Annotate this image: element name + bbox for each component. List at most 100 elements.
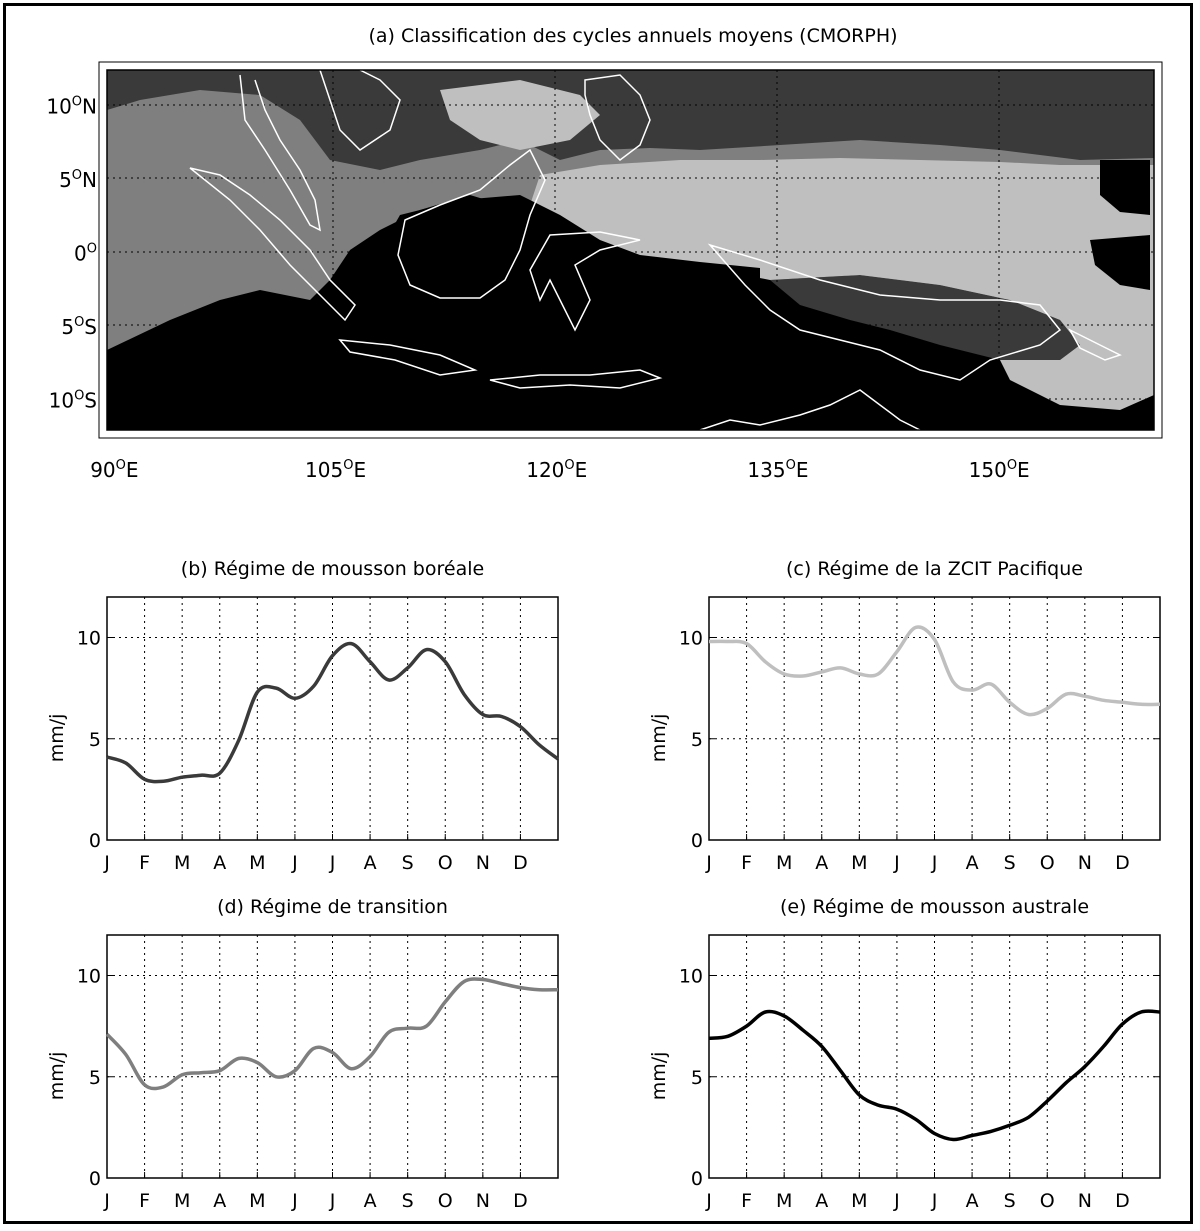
chart-xtick-label: A [966, 1190, 979, 1212]
chart-xtick-label: J [705, 852, 712, 874]
chart-xtick-label: D [513, 852, 528, 874]
map-lon-label-suffix: E [796, 458, 809, 482]
chart-ytick-label: 10 [679, 966, 703, 988]
chart-xtick-label: D [1115, 1190, 1130, 1212]
chart-ytick-label: 5 [89, 729, 101, 751]
chart-xtick-label: J [329, 1190, 336, 1212]
map-lat-label: 10ON [46, 95, 97, 119]
chart-xtick-label: A [815, 852, 828, 874]
chart-xtick-label: J [103, 852, 110, 874]
chart-title: (e) Régime de mousson australe [780, 896, 1089, 918]
map-lat-label-degree: O [72, 168, 82, 183]
coastline-philippines [584, 74, 651, 161]
map-lat-label-num: 10 [49, 389, 74, 413]
chart-xtick-label: O [438, 1190, 453, 1212]
chart-ytick-label: 0 [691, 1168, 703, 1190]
chart-xtick-label: J [291, 852, 298, 874]
map-lon-label-degree: O [116, 458, 126, 473]
map-lon-label: 120OE [526, 458, 587, 482]
chart-ytick-label: 0 [691, 830, 703, 852]
chart-xtick-label: M [776, 852, 792, 874]
chart-xtick-label: N [1078, 1190, 1092, 1212]
chart-xtick-label: J [931, 1190, 938, 1212]
map-lat-label-degree: O [74, 389, 84, 404]
map-lat-label: 5OS [61, 315, 97, 339]
map-frame [106, 69, 1155, 431]
map-lon-label-degree: O [564, 458, 574, 473]
region-austral-core [380, 195, 760, 300]
chart-xtick-label: F [139, 1190, 150, 1212]
chart-xtick-label: M [249, 852, 265, 874]
chart-title: (b) Régime de mousson boréale [181, 558, 484, 580]
chart-panel-e: (e) Régime de mousson australe 0 5 10 J F M A M J… [648, 896, 1161, 1212]
chart-xtick-label: J [705, 1190, 712, 1212]
map-lat-label-num: 5 [61, 315, 74, 339]
map-lon-label: 105OE [305, 458, 366, 482]
chart-xtick-label: M [249, 1190, 265, 1212]
map-lon-label: 90OE [90, 458, 138, 482]
chart-ytick-label: 10 [679, 628, 703, 650]
map-lat-label-degree: O [72, 95, 82, 110]
map-outer-frame [98, 61, 1163, 439]
coastline-new-guinea [707, 243, 1062, 381]
chart-xtick-label: J [893, 1190, 900, 1212]
coastline-indochina [319, 70, 401, 151]
chart-ytick-label: 0 [89, 1168, 101, 1190]
chart-xtick-label: A [364, 852, 377, 874]
chart-xtick-label: J [291, 1190, 298, 1212]
chart-gridlines [107, 935, 558, 1178]
region-austral-patch-2 [1090, 235, 1150, 290]
chart-xtick-label: J [931, 852, 938, 874]
map-lat-label: 5ON [59, 168, 97, 192]
chart-ytick-label: 0 [89, 830, 101, 852]
map-lon-label-suffix: E [575, 458, 588, 482]
map-lon-label-degree: O [1007, 458, 1017, 473]
chart-panel-c: (c) Régime de la ZCIT Pacifique 0 5 10 J F M A M… [648, 558, 1161, 874]
chart-gridlines [107, 597, 558, 840]
map-lat-label-suffix: S [84, 315, 97, 339]
coastline-solomon [1068, 328, 1122, 361]
chart-ylabel: mm/j [648, 714, 670, 763]
region-pacific-itcz [530, 158, 1154, 410]
map-lon-label-num: 135 [747, 458, 785, 482]
map-lon-label-num: 120 [526, 458, 564, 482]
chart-xtick-label: O [1040, 852, 1055, 874]
chart-gridlines [709, 597, 1160, 840]
coastline-lesser-sunda [489, 369, 663, 389]
chart-xtick-label: A [966, 852, 979, 874]
map-lon-label: 150OE [969, 458, 1030, 482]
chart-xtick-label: F [741, 852, 752, 874]
chart-series-line [106, 641, 560, 784]
chart-xtick-label: M [174, 852, 190, 874]
chart-xtick-label: O [438, 852, 453, 874]
chart-xtick-label: M [174, 1190, 190, 1212]
map-lat-label-suffix: S [84, 389, 97, 413]
classification-map [107, 70, 1154, 430]
map-lat-label: 0O [74, 242, 97, 266]
region-pacific-itcz-north [440, 80, 600, 150]
chart-xtick-label: S [1004, 1190, 1016, 1212]
map-lon-label-suffix: E [353, 458, 366, 482]
chart-xtick-label: A [213, 852, 226, 874]
coastline-malay-peninsula [239, 74, 321, 232]
chart-title: (c) Régime de la ZCIT Pacifique [786, 558, 1083, 580]
map-lat-label: 10OS [49, 389, 97, 413]
map-lon-label: 135OE [747, 458, 808, 482]
chart-ytick-label: 5 [691, 1067, 703, 1089]
chart-xtick-label: S [1004, 852, 1016, 874]
region-boreal-monsoon-band [770, 275, 1080, 360]
chart-xtick-label: O [1040, 1190, 1055, 1212]
chart-xtick-label: A [213, 1190, 226, 1212]
coastline-australia [699, 389, 921, 430]
map-gridlines [107, 70, 1154, 430]
chart-xtick-label: N [1078, 852, 1092, 874]
chart-xtick-label: S [402, 1190, 414, 1212]
chart-panel-d: (d) Régime de transition 0 5 10 J F M A M J J A S O N D… [46, 896, 559, 1212]
map-lat-label-degree: O [74, 315, 84, 330]
map-lon-label-num: 90 [90, 458, 115, 482]
chart-xtick-label: A [364, 1190, 377, 1212]
chart-xtick-label: M [851, 1190, 867, 1212]
map-lon-label-degree: O [786, 458, 796, 473]
